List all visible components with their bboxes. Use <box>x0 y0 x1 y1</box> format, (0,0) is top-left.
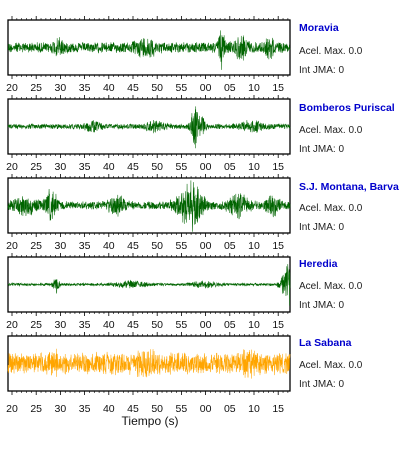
x-tick-label: 25 <box>30 240 42 252</box>
x-tick-label: 00 <box>200 82 212 94</box>
x-tick-label: 30 <box>55 82 67 94</box>
x-tick-label: 20 <box>6 319 18 331</box>
acel-max-moravia: Acel. Max. 0.0 <box>299 46 363 57</box>
int-jma-moravia: Int JMA: 0 <box>299 65 345 76</box>
station-name-bomberos-puriscal: Bomberos Puriscal <box>299 102 395 114</box>
x-tick-label: 05 <box>224 319 236 331</box>
x-tick-label: 45 <box>127 319 139 331</box>
int-jma-sj-montana-barva: Int JMA: 0 <box>299 222 345 233</box>
x-tick-label: 35 <box>79 240 91 252</box>
acel-max-bomberos-puriscal: Acel. Max. 0.0 <box>299 125 363 136</box>
waveform-trace <box>7 180 291 232</box>
acel-max-la-sabana: Acel. Max. 0.0 <box>299 360 363 371</box>
x-tick-label: 10 <box>248 319 260 331</box>
acel-max-heredia: Acel. Max. 0.0 <box>299 281 363 292</box>
x-tick-label: 50 <box>151 319 163 331</box>
seismogram-panel: 20 25 30 35 40 45 50 55 00 05 10 15 <box>6 16 291 94</box>
seismogram-panel: 20 25 30 35 40 45 50 55 00 05 10 15 <box>6 253 291 331</box>
x-tick-label: 25 <box>30 319 42 331</box>
int-jma-bomberos-puriscal: Int JMA: 0 <box>299 144 345 155</box>
x-tick-label: 50 <box>151 403 163 415</box>
waveform-trace <box>7 30 291 70</box>
waveform-trace <box>7 348 291 379</box>
station-name-heredia: Heredia <box>299 258 338 270</box>
x-tick-label: 00 <box>200 319 212 331</box>
x-tick-label: 25 <box>30 161 42 173</box>
x-tick-label: 50 <box>151 82 163 94</box>
x-tick-label: 20 <box>6 240 18 252</box>
x-tick-label: 25 <box>30 82 42 94</box>
x-tick-label: 40 <box>103 403 115 415</box>
int-jma-la-sabana: Int JMA: 0 <box>299 379 345 390</box>
x-tick-label: 35 <box>79 403 91 415</box>
x-tick-label: 00 <box>200 403 212 415</box>
seismogram-panel: 20 25 30 35 40 45 50 55 00 05 10 15 <box>6 95 291 173</box>
x-tick-label: 50 <box>151 161 163 173</box>
x-tick-label: 45 <box>127 161 139 173</box>
x-tick-label: 10 <box>248 403 260 415</box>
x-tick-label: 45 <box>127 240 139 252</box>
x-axis-label: Tiempo (s) <box>121 414 179 428</box>
x-tick-label: 35 <box>79 82 91 94</box>
x-tick-label: 40 <box>103 82 115 94</box>
x-tick-label: 00 <box>200 240 212 252</box>
x-tick-label: 40 <box>103 240 115 252</box>
x-tick-label: 40 <box>103 319 115 331</box>
seismogram-panel: 20 25 30 35 40 45 50 55 00 05 10 15 <box>6 332 291 415</box>
x-tick-label: 50 <box>151 240 163 252</box>
acel-max-sj-montana-barva: Acel. Max. 0.0 <box>299 203 363 214</box>
x-tick-label: 15 <box>272 240 284 252</box>
x-tick-label: 55 <box>176 240 188 252</box>
x-tick-label: 40 <box>103 161 115 173</box>
x-tick-label: 00 <box>200 161 212 173</box>
x-tick-label: 05 <box>224 161 236 173</box>
x-tick-label: 55 <box>176 161 188 173</box>
seismogram-panel: 20 25 30 35 40 45 50 55 00 05 10 15 <box>6 174 291 252</box>
x-tick-label: 20 <box>6 161 18 173</box>
x-tick-label: 10 <box>248 82 260 94</box>
waveform-trace <box>7 106 291 149</box>
x-tick-label: 05 <box>224 240 236 252</box>
x-tick-label: 55 <box>176 319 188 331</box>
x-tick-label: 05 <box>224 403 236 415</box>
x-tick-label: 30 <box>55 161 67 173</box>
x-tick-label: 55 <box>176 82 188 94</box>
int-jma-heredia: Int JMA: 0 <box>299 300 345 311</box>
station-name-la-sabana: La Sabana <box>299 337 352 349</box>
x-tick-label: 05 <box>224 82 236 94</box>
x-tick-label: 15 <box>272 403 284 415</box>
station-name-sj-montana-barva: S.J. Montana, Barva <box>299 181 399 193</box>
x-tick-label: 10 <box>248 161 260 173</box>
x-tick-label: 35 <box>79 161 91 173</box>
x-tick-label: 45 <box>127 82 139 94</box>
x-tick-label: 15 <box>272 82 284 94</box>
x-tick-label: 25 <box>30 403 42 415</box>
x-tick-label: 45 <box>127 403 139 415</box>
x-tick-label: 30 <box>55 319 67 331</box>
x-tick-label: 20 <box>6 403 18 415</box>
x-tick-label: 20 <box>6 82 18 94</box>
x-tick-label: 35 <box>79 319 91 331</box>
waveform-trace <box>7 264 291 306</box>
x-tick-label: 10 <box>248 240 260 252</box>
x-tick-label: 30 <box>55 403 67 415</box>
x-tick-label: 15 <box>272 319 284 331</box>
x-tick-label: 55 <box>176 403 188 415</box>
x-tick-label: 30 <box>55 240 67 252</box>
station-name-moravia: Moravia <box>299 22 339 34</box>
x-tick-label: 15 <box>272 161 284 173</box>
